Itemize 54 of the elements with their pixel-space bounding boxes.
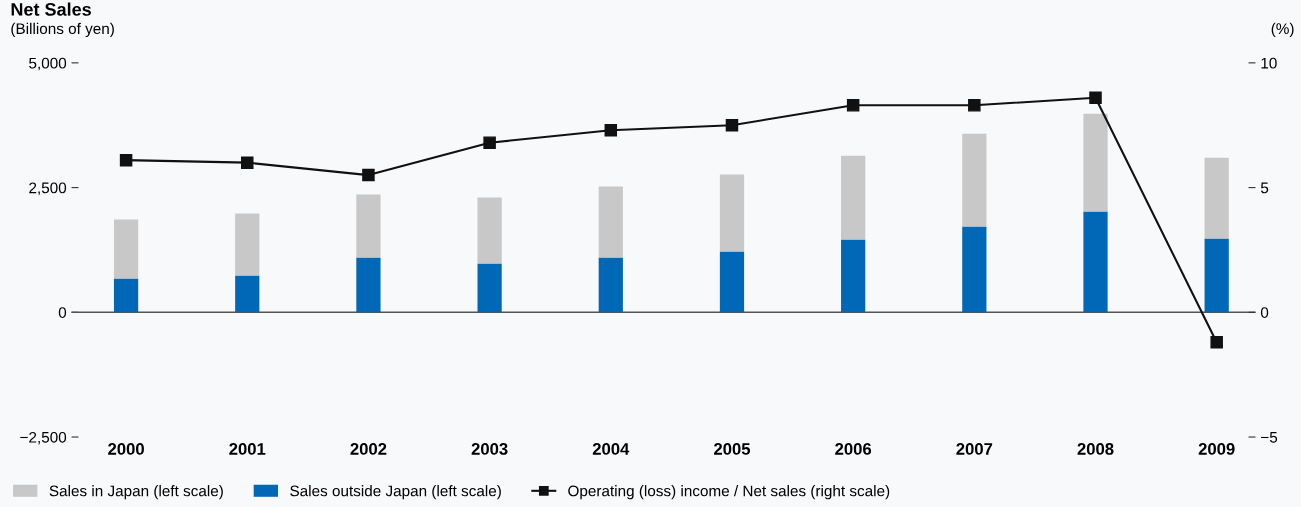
bar — [841, 155, 866, 240]
bar — [1204, 238, 1229, 313]
point — [483, 136, 496, 149]
y2-axis-title: (%) — [1271, 22, 1294, 38]
bar — [598, 186, 623, 258]
point — [604, 123, 618, 137]
bar — [235, 213, 260, 276]
chart-title: Net Sales — [11, 2, 91, 16]
y-tick-label: 2,500 — [29, 182, 67, 196]
legend-label: Sales outside Japan (left scale) — [290, 485, 501, 500]
point — [846, 99, 860, 112]
legend-label: Operating (loss) income / Net sales (right scale) — [568, 485, 890, 500]
y-axis-title: (Billions of yen) — [11, 22, 114, 38]
legend-label: Sales in Japan (left scale) — [49, 485, 223, 500]
y2-tick-label: −5 — [1261, 432, 1278, 443]
x-tick-label: 2006 — [835, 443, 872, 455]
bar — [477, 263, 502, 313]
point — [1210, 335, 1223, 349]
y2-tick-label: 0 — [1260, 307, 1269, 318]
x-tick-label: 2009 — [1198, 443, 1235, 455]
bar — [719, 174, 745, 252]
bar — [1083, 113, 1108, 212]
y-tick-label: −2,500 — [20, 431, 67, 445]
bar — [841, 239, 866, 313]
x-tick-label: 2001 — [229, 443, 266, 455]
y-tick-label: 5,000 — [29, 57, 67, 71]
x-tick-label: 2008 — [1077, 443, 1114, 455]
bar — [356, 257, 381, 313]
bar — [477, 197, 502, 264]
x-tick-label: 2004 — [592, 443, 630, 455]
bar — [1083, 211, 1108, 313]
point — [1089, 91, 1102, 105]
bar — [113, 278, 139, 313]
bar — [962, 133, 987, 227]
y-tick-label: 0 — [58, 307, 67, 318]
y2-tick-label: 5 — [1260, 182, 1269, 194]
bar — [356, 194, 381, 258]
bar — [598, 257, 623, 313]
bar — [113, 219, 139, 279]
point — [725, 118, 739, 132]
y2-tick-label: 10 — [1261, 57, 1277, 69]
x-tick-label: 2002 — [350, 443, 387, 455]
point — [362, 168, 375, 182]
bar — [1204, 157, 1229, 239]
x-tick-label: 2000 — [108, 443, 144, 455]
bar — [962, 226, 987, 313]
bar — [719, 251, 745, 313]
point — [119, 153, 133, 167]
point — [241, 156, 254, 169]
x-tick-label: 2007 — [956, 443, 993, 455]
x-tick-label: 2003 — [471, 443, 508, 455]
bar — [235, 275, 260, 313]
point — [968, 99, 981, 112]
x-tick-label: 2005 — [714, 443, 751, 455]
